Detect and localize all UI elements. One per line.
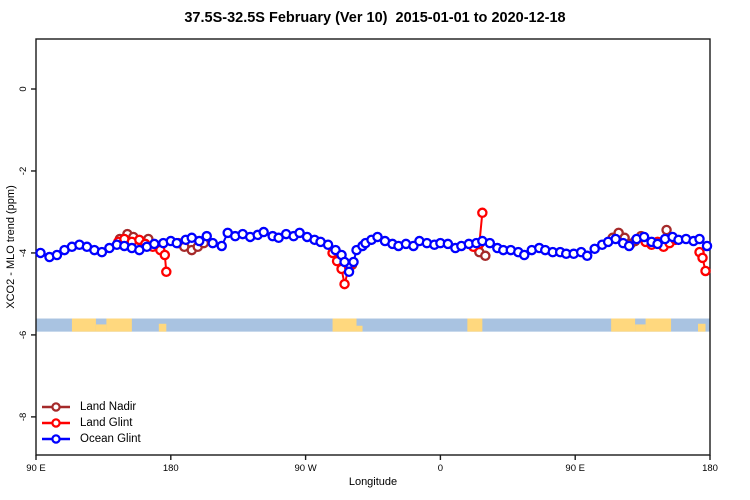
land-patch [611,318,636,332]
y-tick-label: -4 [18,249,29,257]
data-point [161,266,172,278]
data-point [194,235,205,247]
x-axis-ticks: 90 E 180 90 W 0 90 E 180 [26,455,718,474]
series-ocean-glint [35,226,713,278]
data-point [339,256,350,268]
data-point [258,226,269,238]
land-patch [71,318,96,332]
legend: Land Nadir Land Glint Ocean Glint [41,399,141,446]
x-tick-label: 0 [438,463,443,474]
legend-marker-land-glint [42,417,70,428]
data-point [694,233,705,245]
land-patch [635,324,646,332]
data-point [51,249,63,261]
data-point [623,240,635,252]
x-tick-label: 180 [702,463,718,474]
data-point [484,237,496,249]
data-point [201,230,212,242]
x-tick-label: 180 [163,463,179,474]
land-patch [106,318,132,332]
data-point [348,256,359,268]
legend-label: Land Nadir [80,400,137,413]
data-point [216,240,227,252]
data-point [343,266,355,278]
land-patch [95,324,107,332]
land-patch [356,325,363,332]
data-point [652,238,663,250]
legend-label: Land Glint [80,416,133,429]
x-axis-label: Longitude [348,476,398,488]
data-point [96,246,108,258]
land-patch [158,323,167,332]
land-patch [645,318,672,332]
land-patch [332,318,357,332]
data-point [610,233,621,245]
legend-circle [51,417,61,428]
ocean-band [36,318,710,332]
data-point [322,239,334,250]
legend-circle [51,433,61,444]
data-point [207,237,218,249]
land-patch [467,318,483,332]
data-point [697,252,708,264]
data-point [35,247,46,259]
data-point [638,231,650,243]
data-point [294,227,305,239]
data-point [149,238,160,250]
legend-marker-land-nadir [42,401,70,412]
map-band [36,318,710,332]
x-tick-label: 90 W [295,463,317,474]
chart-title: 37.5S-32.5S February (Ver 10) 2015-01-01… [184,10,566,26]
legend-marker-ocean-glint [42,433,70,444]
y-tick-label: -6 [18,331,29,339]
legend-item-ocean-glint: Ocean Glint [41,431,141,446]
data-point [339,278,350,290]
y-tick-label: 0 [18,86,29,91]
y-axis-ticks: 0 -2 -4 -6 -8 [18,86,36,421]
y-tick-label: -2 [18,167,29,175]
data-point [581,250,593,262]
y-tick-label: -8 [18,413,29,421]
data-point [480,250,491,262]
data-point [589,243,600,255]
data-point [477,207,488,219]
legend-circle [51,401,61,412]
x-tick-label: 90 E [565,463,585,474]
data-point [372,231,383,243]
data-point [171,237,183,249]
series-land-nadir [114,224,672,275]
data-point [442,238,454,250]
legend-item-land-nadir: Land Nadir [41,399,141,414]
legend-item-land-glint: Land Glint [41,415,141,430]
data-point [700,265,711,277]
data-point [159,249,171,261]
data-point [701,240,713,252]
land-patch [698,323,706,332]
x-tick-label: 90 E [26,463,46,474]
legend-label: Ocean Glint [80,432,141,445]
data-point [519,249,530,261]
